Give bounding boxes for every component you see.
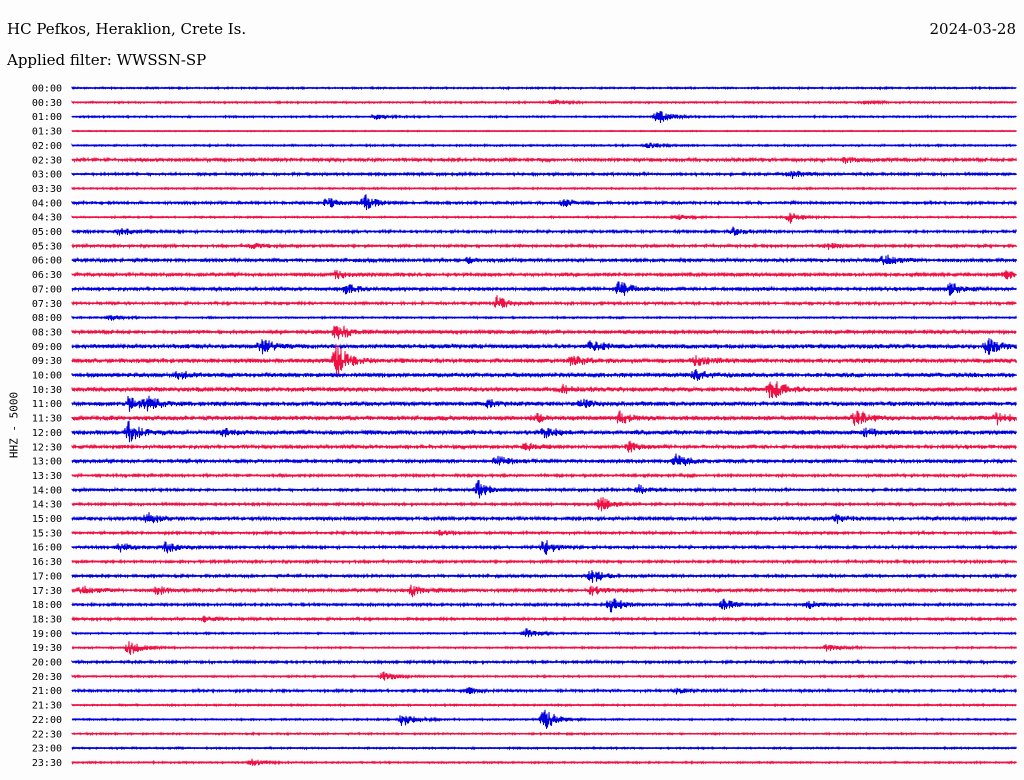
time-tick-label: 03:30: [32, 184, 62, 195]
time-tick-label: 05:30: [32, 241, 62, 252]
time-tick-label: 23:00: [32, 744, 62, 755]
time-tick-label: 19:00: [32, 629, 62, 640]
time-tick-label: 07:00: [32, 284, 62, 295]
time-tick-label: 15:30: [32, 528, 62, 539]
time-tick-label: 16:30: [32, 557, 62, 568]
trace-row: [71, 598, 1017, 613]
time-tick-label: 14:00: [32, 485, 62, 496]
time-tick-label: 18:30: [32, 614, 62, 625]
time-tick-label: 03:00: [32, 170, 62, 181]
trace-row: [71, 343, 1017, 377]
time-tick-label: 11:00: [32, 399, 62, 410]
trace-row: [71, 420, 1017, 443]
time-tick-label: 20:30: [32, 672, 62, 683]
time-tick-label: 12:00: [32, 428, 62, 439]
trace-row: [71, 453, 1017, 467]
time-tick-label: 02:30: [32, 155, 62, 166]
station-title: HC Pefkos, Heraklion, Crete Is.: [7, 20, 247, 38]
time-tick-label: 18:00: [32, 600, 62, 611]
time-tick-label: 09:00: [32, 342, 62, 353]
date-label: 2024-03-28: [929, 20, 1016, 38]
time-tick-label: 04:00: [32, 198, 62, 209]
time-tick-label: 19:30: [32, 643, 62, 654]
time-tick-label: 21:00: [32, 686, 62, 697]
time-tick-label: 13:30: [32, 471, 62, 482]
time-tick-label: 10:30: [32, 385, 62, 396]
time-tick-label: 00:30: [32, 98, 62, 109]
time-tick-label: 06:30: [32, 270, 62, 281]
trace-row: [71, 281, 1017, 296]
time-tick-label: 22:30: [32, 729, 62, 740]
time-tick-label: 16:00: [32, 543, 62, 554]
time-tick-label: 01:00: [32, 112, 62, 123]
time-tick-label: 15:00: [32, 514, 62, 525]
trace-row: [71, 295, 1017, 308]
time-tick-label: 02:00: [32, 141, 62, 152]
time-tick-label: 21:30: [32, 701, 62, 712]
time-tick-label: 11:30: [32, 414, 62, 425]
time-tick-label: 10:00: [32, 371, 62, 382]
time-tick-label: 12:30: [32, 442, 62, 453]
time-tick-label: 08:00: [32, 313, 62, 324]
time-tick-label: 04:30: [32, 213, 62, 224]
time-tick-label: 01:30: [32, 127, 62, 138]
time-tick-label: 14:30: [32, 500, 62, 511]
time-tick-label: 05:00: [32, 227, 62, 238]
time-tick-label: 08:30: [32, 327, 62, 338]
time-tick-label: 23:30: [32, 758, 62, 769]
time-tick-label: 17:30: [32, 586, 62, 597]
time-tick-label: 09:30: [32, 356, 62, 367]
time-tick-label: 17:00: [32, 571, 62, 582]
trace-row: [71, 212, 1017, 224]
time-tick-label: 22:00: [32, 715, 62, 726]
time-tick-label: 00:00: [32, 84, 62, 95]
time-tick-label: 07:30: [32, 299, 62, 310]
time-tick-label: 06:00: [32, 256, 62, 267]
filter-label: Applied filter: WWSSN-SP: [7, 51, 207, 69]
time-tick-label: 20:00: [32, 658, 62, 669]
time-tick-label: 13:00: [32, 457, 62, 468]
